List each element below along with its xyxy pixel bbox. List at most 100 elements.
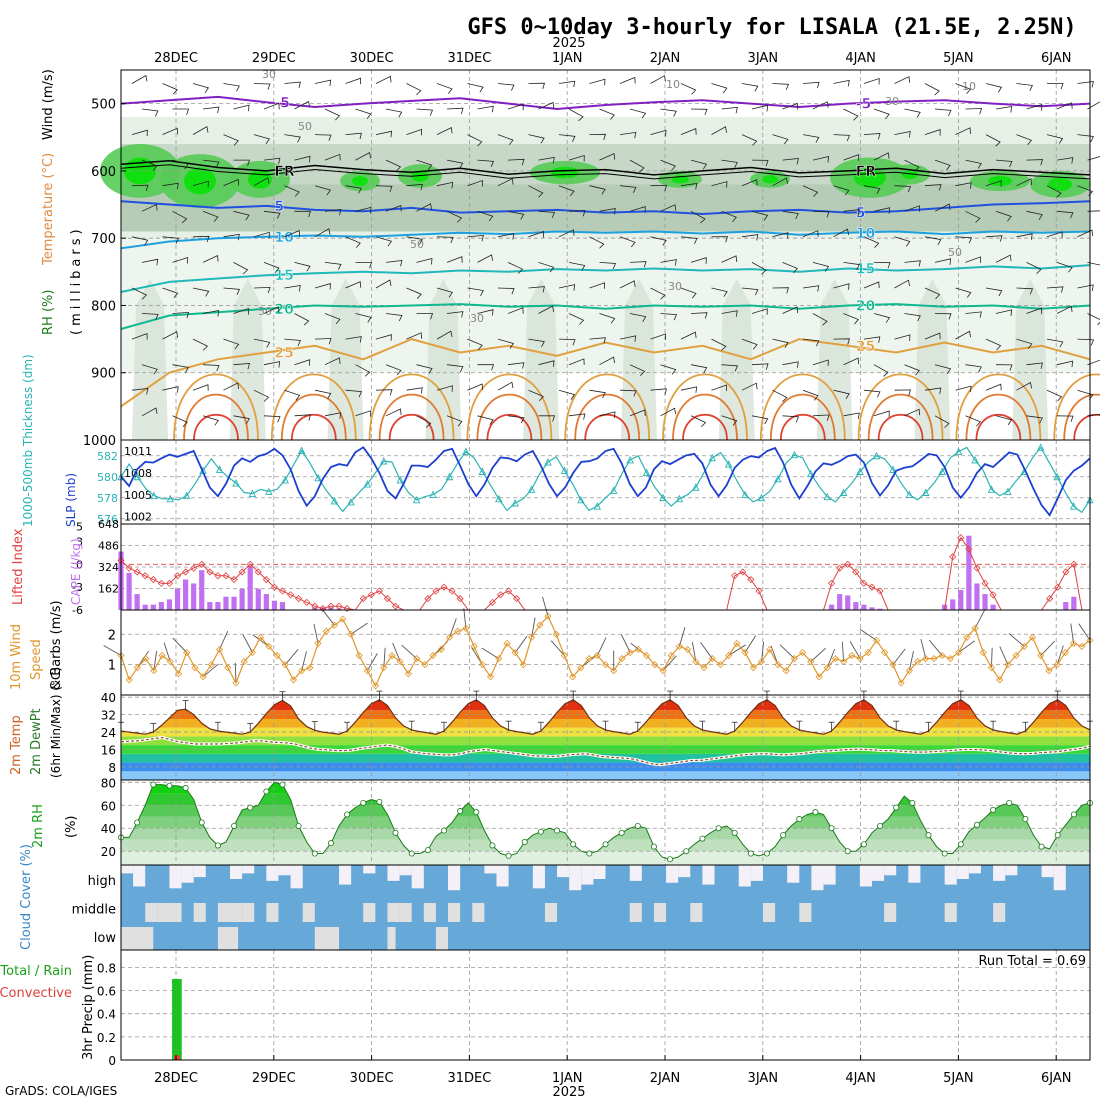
wind-barb	[314, 389, 332, 399]
thickness-point	[527, 485, 536, 493]
wind-barb	[192, 83, 210, 94]
li-point	[182, 568, 190, 576]
li-point	[343, 604, 351, 613]
wind-barb	[568, 262, 586, 271]
wind-barb	[507, 262, 524, 274]
cape-bar	[1063, 602, 1069, 610]
wind10-point	[511, 648, 519, 657]
li-point	[327, 602, 335, 610]
wind-barb	[355, 108, 372, 120]
wind10-point	[733, 639, 741, 647]
wind-barb	[599, 262, 617, 270]
wind-barb	[711, 287, 728, 297]
wind-barb	[162, 287, 179, 299]
li-point	[747, 575, 755, 584]
wind-barb	[955, 287, 972, 298]
wind10-point	[257, 633, 265, 641]
wind10-barb	[172, 637, 188, 653]
wind-barb	[263, 102, 280, 110]
wind-barb	[223, 233, 240, 241]
wind-barb	[772, 389, 788, 402]
wind10-point	[273, 651, 281, 660]
wind10-point	[232, 679, 240, 687]
wind-barb	[253, 338, 271, 348]
li-point	[391, 602, 400, 610]
rh-moist-core	[902, 169, 918, 180]
temp-contour-loop	[662, 373, 748, 441]
wind-barb	[253, 83, 271, 90]
wind-barb	[782, 210, 799, 220]
temp-contour-loop	[955, 373, 1042, 441]
rh2m-point	[198, 819, 205, 826]
wind-barb	[1087, 210, 1100, 212]
wind10-point	[1020, 642, 1028, 650]
wind-barb	[385, 260, 403, 267]
rh2m-point	[973, 821, 980, 828]
wind-barb	[162, 386, 179, 393]
wind-barb	[406, 83, 422, 96]
wind-barb	[1046, 286, 1064, 293]
wind-barb	[314, 185, 332, 196]
wind10-point	[560, 651, 569, 660]
wind-barb	[772, 287, 790, 294]
wind-barb	[650, 287, 666, 300]
rh-contour-label: 50	[948, 246, 962, 259]
wind-barb	[843, 412, 860, 419]
wind-barb	[253, 134, 271, 145]
wind-barb	[619, 131, 637, 139]
wind-barb	[477, 159, 495, 167]
wind10-ylabel-1: 10m Wind	[9, 624, 24, 690]
li-point	[270, 583, 278, 591]
temp-contour-FR-double	[120, 164, 1091, 180]
wind-barb	[558, 389, 576, 400]
rh-band-fill	[121, 851, 1090, 865]
rh2m-ylabel-1: 2m RH	[31, 804, 46, 848]
wind-barb	[894, 236, 911, 247]
wind10-barb	[542, 596, 549, 617]
cloud-mid-cell	[799, 903, 812, 922]
wind-barb	[619, 236, 636, 248]
wind-barb	[680, 83, 697, 95]
wind-barb	[497, 338, 515, 349]
wind10-point	[840, 658, 848, 666]
wind-barb	[650, 184, 668, 192]
wind-barb	[985, 83, 1003, 93]
wind10-barb	[678, 627, 686, 647]
wind-barb	[141, 159, 158, 171]
rh2m-point	[360, 799, 367, 806]
temp-contour-FR	[120, 160, 1091, 176]
temp-contour-loop	[682, 414, 728, 441]
wind-barb	[955, 127, 971, 135]
rh-contour-label: 10	[666, 78, 680, 91]
wind10-barb	[1056, 645, 1064, 665]
li-point	[852, 568, 860, 576]
li-point	[254, 568, 262, 576]
li-point	[165, 579, 174, 587]
wind-barb	[263, 262, 280, 273]
wind-barb	[436, 181, 454, 189]
wind-barb	[741, 287, 759, 296]
wind10-ylabel-2: Speed	[29, 639, 44, 680]
wind10-point	[996, 676, 1004, 684]
rh2m-point	[747, 850, 754, 857]
rh2m-point	[715, 825, 722, 832]
rh-ytick-label: 20	[101, 845, 116, 859]
wind-barb	[538, 156, 555, 164]
wind10-barb	[301, 651, 307, 671]
wind-barb	[660, 364, 677, 375]
slp-line	[120, 446, 1091, 517]
wind10-point	[610, 667, 618, 675]
wind-barb	[812, 359, 829, 367]
bottom-date-label: 3JAN	[748, 1071, 779, 1086]
wind-barb	[629, 108, 647, 119]
wind10-point	[1012, 651, 1020, 660]
wind10-barb	[350, 622, 368, 635]
temp-contour-loop	[173, 373, 259, 441]
wind-barb	[772, 177, 788, 187]
thickness-point	[642, 468, 651, 476]
rh-moist-core	[352, 175, 368, 187]
wind-barb	[324, 412, 342, 419]
wind10-point	[634, 645, 642, 654]
wind10-barb	[514, 636, 528, 653]
cloud-mid-cell	[242, 903, 255, 922]
